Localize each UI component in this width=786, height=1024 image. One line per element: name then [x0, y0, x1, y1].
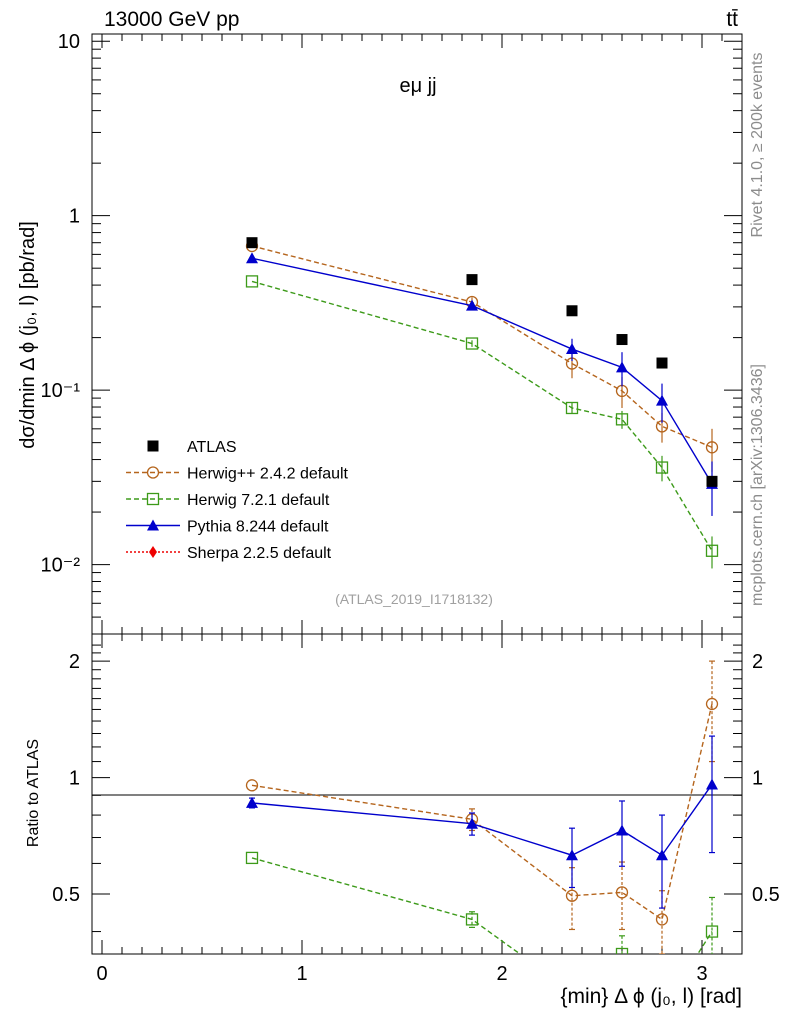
- mcplots-label: mcplots.cern.ch [arXiv:1306.3436]: [749, 364, 766, 606]
- herwig-7-2-1-default-line: [251, 280, 713, 552]
- x-tick-label: 2: [496, 963, 507, 985]
- ratio-tick-label: 1: [69, 768, 80, 790]
- process-label: tt̄: [726, 8, 738, 31]
- y-tick-label: 1: [69, 206, 80, 228]
- atlas-point: [616, 334, 628, 346]
- legend-label-sherpa-2-2-5-default: Sherpa 2.2.5 default: [187, 545, 332, 562]
- ratio-y-axis-title: Ratio to ATLAS: [25, 739, 42, 847]
- atlas-point: [566, 305, 578, 317]
- legend-marker-herwig-2-4-2-default: [146, 466, 160, 479]
- herwig-7-2-1-default-ratio-point: [615, 947, 629, 954]
- pythia-8-244-default-line: [251, 257, 713, 485]
- herwig-2-4-2-default-ratio-point: [705, 697, 719, 711]
- plot-frames: [91, 33, 743, 955]
- x-tick-label: 0: [96, 963, 107, 985]
- legend-marker-sherpa-2-2-5-default: [149, 546, 157, 558]
- legend-label-herwig-7-2-1-default: Herwig 7.2.1 default: [187, 492, 330, 509]
- ratio-tick-label: 0.5: [752, 884, 780, 906]
- herwig-2-4-2-default-ratio-line: [251, 703, 713, 921]
- legend: ATLAS Herwig++ 2.4.2 default Herwig 7.2.1 …: [126, 439, 349, 562]
- pythia-8-244-default-ratio-point: [656, 849, 668, 861]
- y-tick-label: 10⁻¹: [41, 380, 81, 402]
- pythia-8-244-default-point: [466, 299, 478, 311]
- atlas-point: [466, 274, 478, 286]
- pythia-8-244-default-point: [566, 343, 578, 355]
- legend-marker-pythia-8-244-default: [147, 519, 159, 531]
- herwig-2-4-2-default-ratio-point: [615, 886, 629, 899]
- pythia-8-244-default-ratio-point: [616, 824, 628, 836]
- pythia-8-244-default-ratio-point: [246, 796, 258, 808]
- legend-marker-atlas: [147, 440, 159, 452]
- herwig-7-2-1-default-point: [655, 461, 669, 474]
- ratio-tick-label: 2: [752, 651, 763, 673]
- pythia-8-244-default-point: [656, 394, 668, 406]
- y-axis-title: dσ/dmin Δ ϕ (j₀, l) [pb/rad]: [17, 221, 39, 449]
- herwig-2-4-2-default-ratio-point: [245, 779, 259, 792]
- pythia-8-244-default-point: [616, 361, 628, 373]
- herwig-2-4-2-default-line: [251, 245, 713, 448]
- analysis-id-label: (ATLAS_2019_I1718132): [335, 591, 493, 607]
- y-tick-label: 10: [58, 31, 80, 53]
- herwig-7-2-1-default-point: [615, 413, 629, 426]
- herwig-7-2-1-default-point: [245, 275, 259, 288]
- herwig-7-2-1-default-ratio-point: [465, 913, 479, 926]
- herwig-7-2-1-default-point: [705, 544, 719, 557]
- herwig-2-4-2-default-ratio-point: [565, 889, 579, 902]
- herwig-7-2-1-default-point: [465, 337, 479, 350]
- ratio-tick-label: 0.5: [52, 884, 80, 906]
- x-tick-label: 3: [696, 963, 707, 985]
- y-tick-label: 10⁻²: [41, 555, 81, 577]
- herwig-7-2-1-default-ratio-point: [245, 851, 259, 865]
- rivet-version-label: Rivet 4.1.0, ≥ 200k events: [749, 53, 766, 238]
- herwig-7-2-1-default-point: [565, 401, 579, 415]
- atlas-point: [706, 475, 718, 487]
- ratio-series-layer: [245, 660, 719, 954]
- x-tick-label: 1: [296, 963, 307, 985]
- energy-label: 13000 GeV pp: [104, 8, 239, 31]
- ratio-tick-label: 2: [69, 651, 80, 673]
- x-axis-title: {min} Δ ϕ (j₀, l) [rad]: [560, 985, 742, 1008]
- ratio-panel-frame: [91, 633, 743, 955]
- axis-ticks: 0 1 2 3 10 1 10⁻¹ 10⁻² 2 2 1 1 0.5 0.5: [41, 31, 780, 985]
- pythia-8-244-default-point: [246, 252, 258, 264]
- pythia-8-244-default-ratio-point: [706, 778, 718, 790]
- legend-label-atlas: ATLAS: [187, 439, 237, 456]
- legend-label-pythia-8-244-default: Pythia 8.244 default: [187, 519, 329, 536]
- ratio-tick-label: 1: [752, 768, 763, 790]
- legend-marker-herwig-7-2-1-default: [146, 492, 160, 506]
- chart-title: eμ jj: [399, 75, 436, 97]
- pythia-8-244-default-ratio-point: [466, 817, 478, 829]
- atlas-point: [656, 357, 668, 369]
- herwig-2-4-2-default-ratio-point: [655, 913, 669, 926]
- herwig-7-2-1-default-ratio-point: [705, 925, 719, 938]
- pythia-8-244-default-ratio-line: [251, 784, 713, 857]
- herwig-2-4-2-default-point: [705, 441, 719, 454]
- legend-label-herwig-2-4-2-default: Herwig++ 2.4.2 default: [187, 466, 349, 483]
- series-layer: [245, 237, 719, 569]
- atlas-point: [246, 237, 258, 249]
- main-panel-frame: [91, 33, 743, 635]
- pythia-8-244-default-ratio-point: [566, 849, 578, 861]
